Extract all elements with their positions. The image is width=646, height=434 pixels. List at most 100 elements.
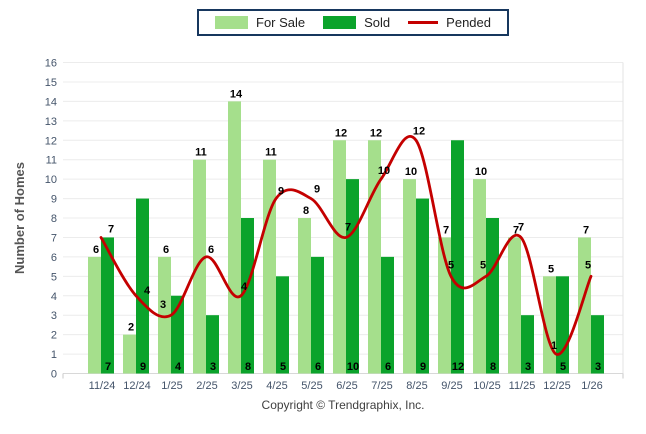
sold-value-label: 8 [490,361,496,373]
sold-value-label: 12 [452,361,464,373]
x-tick-label: 9/25 [441,380,462,392]
sold-value-label: 9 [420,361,426,373]
bar-for-sale [88,256,101,374]
bar-for-sale [508,237,521,374]
sold-value-label: 8 [245,361,251,373]
x-tick-label: 11/24 [89,380,116,392]
bar-for-sale [158,256,171,374]
x-tick-label: 7/25 [371,380,392,392]
y-tick-label: 12 [45,135,57,147]
bar-sold [381,256,394,374]
x-tick-label: 6/25 [336,380,357,392]
x-tick-label: 11/25 [509,380,536,392]
for-sale-value-label: 14 [230,88,243,100]
x-tick-label: 12/24 [123,380,151,392]
for-sale-value-label: 12 [335,127,347,139]
y-tick-label: 11 [46,155,57,167]
y-tick-label: 10 [45,174,57,186]
legend-item-sold: Sold [323,15,390,30]
pended-value-label: 1 [551,340,557,352]
bar-for-sale [193,159,206,374]
pended-value-label: 7 [345,221,351,233]
y-tick-label: 7 [51,232,57,244]
for-sale-value-label: 10 [475,166,487,178]
bar-sold [311,256,324,374]
bar-sold [136,198,149,374]
bar-for-sale [333,140,346,374]
bar-sold [171,295,184,374]
pended-value-label: 7 [518,221,524,233]
y-tick-label: 0 [51,369,57,381]
y-tick-label: 1 [51,349,57,361]
sold-value-label: 5 [560,361,566,373]
chart-legend: For Sale Sold Pended [197,9,509,36]
for-sale-value-label: 8 [303,205,309,217]
bar-for-sale [578,237,591,374]
sold-value-label: 3 [210,361,216,373]
for-sale-value-label: 10 [405,166,417,178]
pended-value-label: 9 [278,186,284,198]
y-tick-label: 3 [51,310,57,322]
copyright-text: Copyright © Trendgraphix, Inc. [261,398,425,412]
pended-value-label: 3 [160,299,166,311]
sold-value-label: 7 [105,361,111,373]
legend-item-for-sale: For Sale [215,15,305,30]
y-tick-label: 16 [45,58,57,70]
sold-value-label: 10 [347,361,359,373]
pended-value-label: 5 [480,259,486,271]
for-sale-value-label: 6 [93,244,99,256]
y-tick-label: 5 [51,271,57,283]
sold-value-label: 9 [140,361,146,373]
y-tick-label: 8 [51,213,57,225]
legend-label-sold: Sold [364,15,391,30]
for-sale-value-label: 6 [163,244,169,256]
pended-value-label: 7 [108,223,114,235]
for-sale-value-label: 12 [370,127,382,139]
x-tick-label: 10/25 [473,380,501,392]
y-tick-label: 4 [51,291,57,303]
y-axis-title: Number of Homes [12,162,27,274]
for-sale-value-label: 7 [513,224,519,236]
pended-line [99,135,593,356]
bar-sold [346,179,359,374]
y-tick-label: 14 [45,96,57,108]
x-tick-label: 3/25 [231,380,252,392]
bar-sold [206,315,219,374]
x-tick-label: 5/25 [301,380,322,392]
y-tick-label: 2 [51,330,57,342]
bar-for-sale [473,179,486,374]
sold-value-label: 4 [175,361,182,373]
for-sale-value-label: 5 [548,263,554,275]
bar-sold [521,315,534,374]
for-sale-swatch-icon [215,16,248,29]
y-tick-label: 13 [45,116,57,128]
x-tick-label: 8/25 [406,380,427,392]
pended-value-label: 12 [413,125,425,137]
legend-label-for-sale: For Sale [256,15,306,30]
bar-sold [451,140,464,374]
bar-for-sale [403,179,416,374]
x-tick-label: 2/25 [196,380,217,392]
pended-value-label: 4 [241,281,248,293]
pended-value-label: 4 [144,285,151,297]
pended-value-label: 5 [448,259,454,271]
pended-value-label: 10 [378,165,390,177]
sold-value-label: 3 [595,361,601,373]
bar-sold [486,218,499,374]
sold-value-label: 5 [280,361,286,373]
x-tick-label: 1/25 [161,380,182,392]
bar-sold [556,276,569,374]
sold-value-label: 6 [315,361,321,373]
y-tick-label: 15 [45,77,57,89]
sold-swatch-icon [323,16,357,29]
y-tick-label: 9 [51,194,57,206]
sold-value-label: 6 [385,361,391,373]
bar-for-sale [123,334,136,374]
for-sale-value-label: 11 [265,147,277,159]
for-sale-value-label: 7 [583,224,589,236]
bar-sold [241,218,254,374]
bar-for-sale [228,101,241,374]
bar-sold [101,237,114,374]
